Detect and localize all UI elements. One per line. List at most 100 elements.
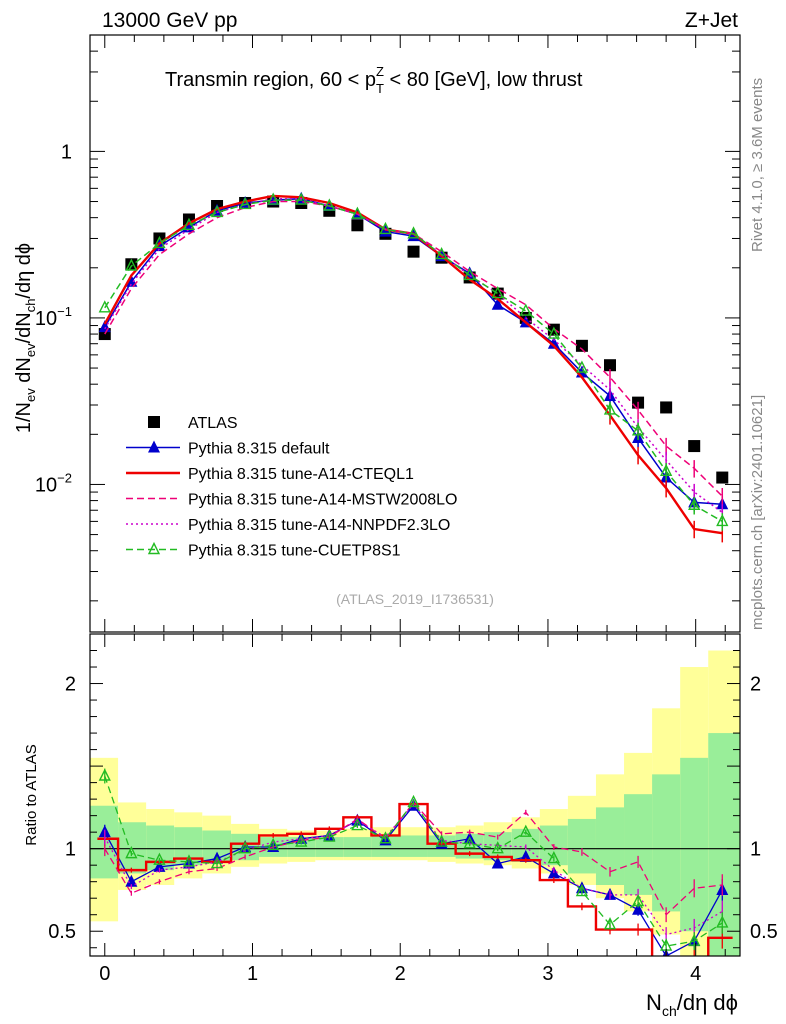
data-point — [547, 326, 560, 339]
data-point — [323, 199, 336, 212]
y-tick-exp: −1 — [57, 304, 72, 319]
data-point — [688, 497, 701, 510]
data-point — [716, 513, 729, 527]
ratio-y-tick-label: 2 — [65, 674, 76, 696]
x-tick-label: 1 — [247, 963, 258, 985]
data-point — [547, 336, 560, 349]
ratio-y-tick-label-right: 2 — [750, 674, 761, 696]
y-tick-base: 10 — [35, 308, 57, 330]
ratio-band-inner — [399, 835, 428, 857]
ratio-point — [125, 874, 138, 887]
data-point — [519, 303, 532, 316]
process-label: Z+Jet — [685, 9, 738, 32]
legend-label: Pythia 8.315 tune-A14-CTEQL1 — [188, 466, 414, 483]
ratio-point — [575, 884, 589, 897]
data-point — [716, 471, 729, 484]
x-axis-title-main: N — [646, 990, 662, 1015]
plot-title-sup: Z — [376, 64, 384, 79]
plot-title-post: < 80 [GeV], low thrust — [384, 69, 583, 91]
ratio-point — [323, 829, 336, 842]
ratio-point — [632, 902, 645, 915]
ratio-point — [238, 841, 252, 854]
series-5 — [98, 192, 729, 531]
ratio-band-inner — [708, 733, 740, 956]
data-point — [575, 360, 589, 373]
main-panel-series — [98, 191, 729, 543]
y-tick-label: 10−2 — [35, 470, 72, 496]
data-point — [351, 219, 364, 232]
legend-marker — [148, 416, 160, 428]
source-label: mcplots.cern.ch [arXiv:2401.10621] — [749, 395, 766, 630]
series-line — [104, 199, 723, 523]
analysis-id: (ATLAS_2019_I1736531) — [336, 591, 494, 607]
data-point — [125, 274, 138, 287]
ratio-point — [603, 917, 617, 930]
legend-label: Pythia 8.315 default — [188, 441, 330, 458]
ratio-point — [519, 824, 532, 837]
y-tick-label: 10−1 — [35, 304, 72, 330]
ratio-band-inner — [680, 757, 709, 932]
ratio-frame — [89, 633, 741, 957]
legend: ATLAS Pythia 8.315 default Pythia 8.315 tu… — [126, 415, 457, 560]
data-point — [267, 192, 280, 205]
data-point — [604, 359, 616, 372]
y-tick-base: 1 — [61, 141, 72, 163]
data-point — [660, 463, 673, 476]
data-point — [575, 339, 588, 352]
plot-title: Transmin region, 60 < pTZ < 80 [GeV], lo… — [165, 64, 583, 96]
ratio-point — [688, 933, 701, 946]
ratio-point — [716, 915, 729, 928]
ratio-point — [379, 831, 392, 844]
ratio-line — [104, 775, 723, 947]
y-axis-title-ratio: Ratio to ATLAS — [23, 744, 40, 845]
ratio-point — [407, 794, 420, 808]
x-axis-title-sub: ch — [662, 1003, 677, 1019]
x-tick-label: 2 — [395, 963, 406, 985]
main-frame — [89, 34, 741, 633]
data-point — [98, 300, 111, 313]
ratio-band-inner — [343, 837, 372, 857]
x-tick-label: 4 — [690, 963, 701, 985]
y-tick-base: 10 — [35, 474, 57, 496]
ratio-point — [351, 817, 364, 831]
ratio-band-inner — [371, 835, 400, 857]
data-point — [435, 247, 448, 260]
data-point — [379, 221, 392, 235]
x-axis-title-rest: /dη dϕ — [677, 990, 738, 1015]
legend-label: Pythia 8.315 tune-A14-MSTW2008LO — [188, 492, 457, 509]
ratio-point — [267, 837, 280, 851]
ratio-series-4 — [98, 768, 729, 954]
x-axis-title: Nch/dη dϕ — [646, 990, 738, 1019]
plot-title-sub: T — [376, 81, 384, 96]
ratio-point — [210, 855, 224, 869]
rivet-label: Rivet 4.1.0, ≥ 3.6M events — [749, 78, 766, 252]
ratio-y-tick-label: 0.5 — [48, 921, 76, 943]
y-tick-label: 1 — [61, 141, 72, 163]
ratio-point — [435, 834, 448, 847]
legend-marker — [148, 440, 160, 453]
axes: 0 1 2 3 410−210−110.5 0.51 12 2 — [35, 34, 778, 985]
ratio-point — [153, 859, 166, 872]
x-tick-label: 0 — [99, 963, 110, 985]
data-point — [688, 440, 701, 453]
series-line — [104, 197, 723, 513]
x-tick-label: 3 — [542, 963, 553, 985]
ratio-band-inner — [652, 774, 681, 912]
ratio-step-line — [97, 802, 733, 956]
data-point — [491, 286, 504, 299]
ratio-point — [182, 854, 196, 867]
legend-marker — [147, 541, 161, 555]
data-point — [407, 226, 420, 239]
legend-label: Pythia 8.315 tune-A14-NNPDF2.3LO — [188, 517, 450, 534]
data-point — [238, 196, 252, 210]
ratio-band-inner — [315, 837, 344, 857]
ratio-point — [547, 851, 560, 864]
ratio-point — [98, 768, 111, 781]
ratio-point — [463, 836, 476, 849]
series-line — [104, 197, 723, 506]
ratio-band-inner — [90, 805, 119, 879]
data-point — [660, 401, 673, 414]
ratio-line — [104, 801, 723, 916]
data-point — [125, 258, 138, 271]
